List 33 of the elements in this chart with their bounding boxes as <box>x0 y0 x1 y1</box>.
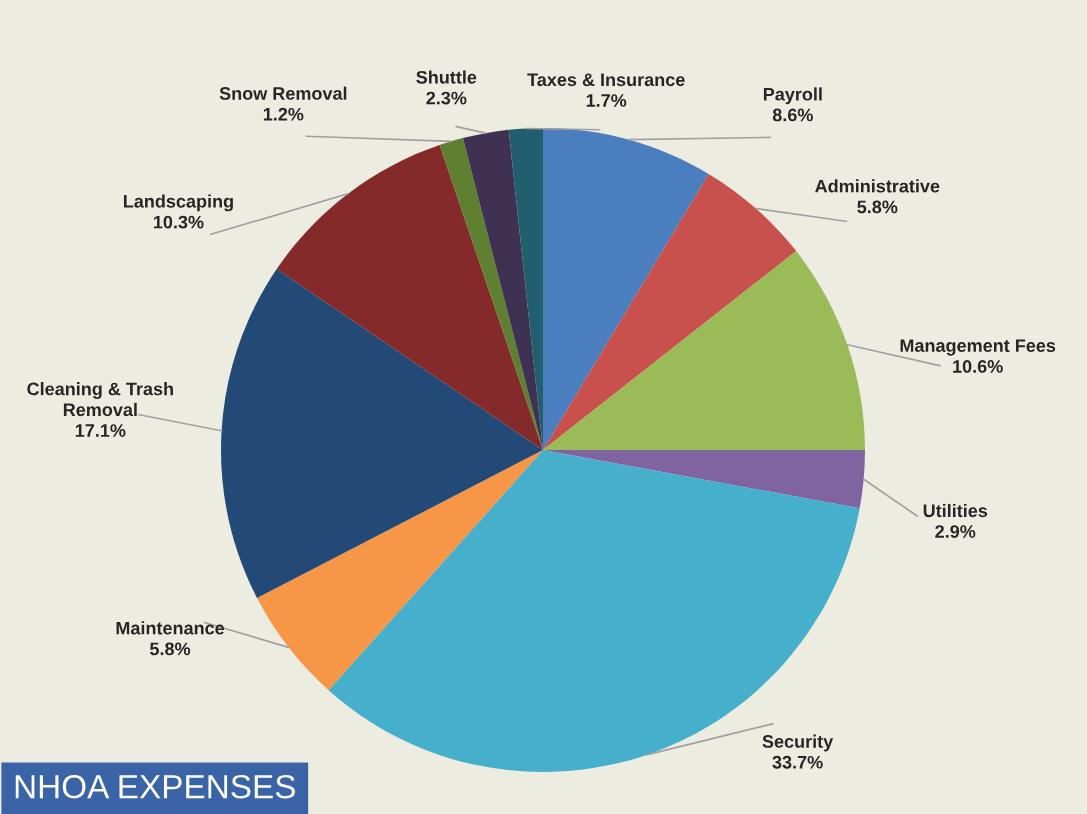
slice-label: Security <box>762 734 834 752</box>
data-label: 10.6% <box>953 360 1003 373</box>
slice-label: Shuttle <box>416 70 477 84</box>
data-label: 1.7% <box>586 94 627 107</box>
slice-label: Utilities <box>923 503 988 518</box>
pie-slice <box>543 173 797 450</box>
pie-slice <box>221 269 543 598</box>
data-label: 17.1% <box>75 424 126 437</box>
pie-slice <box>328 450 860 772</box>
data-label: 5.8% <box>150 642 191 656</box>
slice-label: Snow Removal <box>219 86 347 100</box>
slice-label: Cleaning & Trash Removal <box>27 382 173 417</box>
data-label: 1.2% <box>263 107 304 121</box>
pie-slice <box>276 145 543 450</box>
slice-label: Landscaping <box>123 194 233 212</box>
data-label: 5.8% <box>857 200 898 214</box>
slice-label: Administrative <box>815 179 940 193</box>
data-label: 33.7% <box>772 755 823 769</box>
data-label: 8.6% <box>772 108 813 122</box>
slice-label: Management Fees <box>900 339 1056 356</box>
pie-slice <box>543 128 709 450</box>
slice-label: Payroll <box>763 87 822 105</box>
slice-label: Maintenance <box>116 621 225 635</box>
slice-label: Taxes & Insurance <box>527 73 685 87</box>
data-label: 2.9% <box>935 525 976 538</box>
pie-slice <box>543 251 865 450</box>
data-label: 2.3% <box>426 91 467 105</box>
pie-slice <box>543 450 865 509</box>
pie-slice <box>439 138 543 450</box>
data-label: 10.3% <box>153 215 204 229</box>
pie-slice <box>257 450 543 691</box>
text: NHOA EXPENSES <box>15 774 295 799</box>
pie-slice <box>462 129 543 450</box>
